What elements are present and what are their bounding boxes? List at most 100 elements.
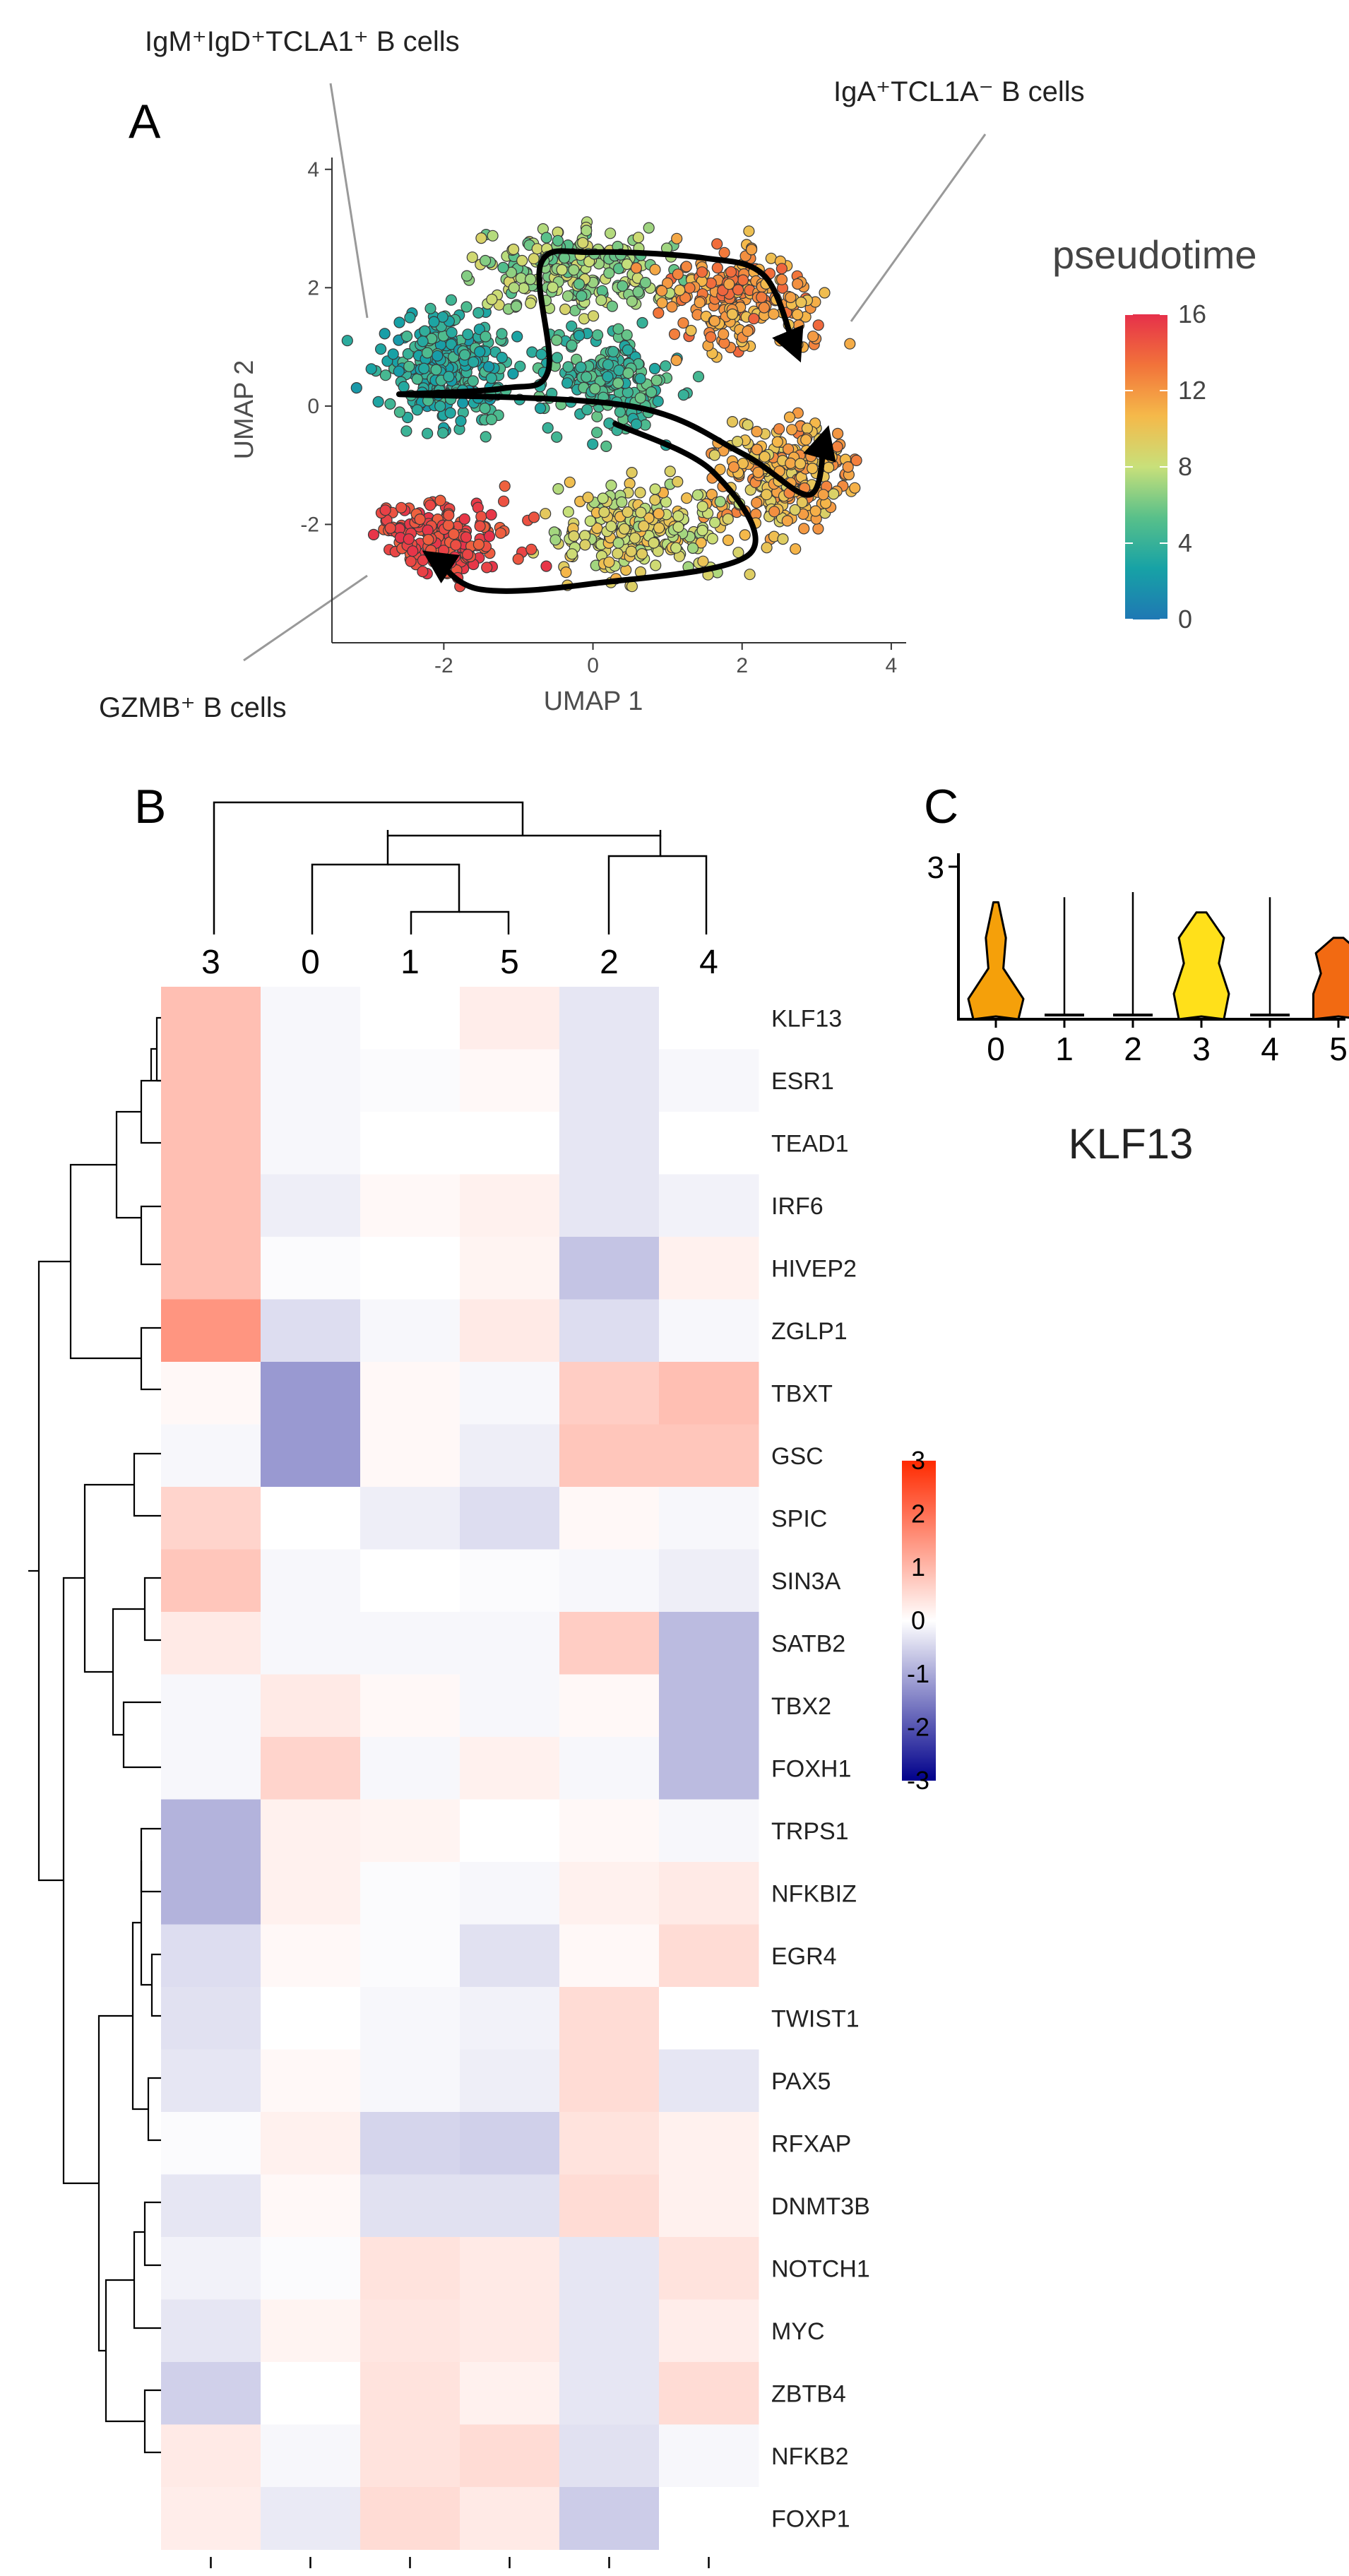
umap-cell-point — [591, 410, 603, 422]
umap-x-tick-label: 4 — [886, 654, 898, 677]
umap-cell-point — [600, 440, 612, 453]
umap-cell-point — [809, 505, 821, 517]
heatmap-cell — [659, 1612, 759, 1675]
umap-cell-point — [474, 520, 486, 533]
heatmap-cell — [261, 1174, 361, 1237]
umap-cell-point — [759, 451, 771, 463]
umap-cell-point — [636, 316, 648, 329]
heatmap-cell — [659, 1737, 759, 1800]
heatmap-cell — [360, 1674, 460, 1738]
heatmap-cell — [559, 2487, 660, 2550]
heatmap-cell — [161, 2112, 261, 2175]
heatmap-cell — [360, 2487, 460, 2550]
umap-cell-point — [379, 328, 391, 340]
umap-cell-point — [643, 222, 655, 234]
umap-cell-point — [434, 494, 446, 506]
umap-cell-point — [758, 302, 771, 314]
heatmap-cell — [659, 2424, 759, 2488]
heatmap-cell — [261, 2174, 361, 2238]
umap-cell-point — [437, 545, 450, 557]
umap-cell-point — [443, 509, 455, 521]
umap-cell-point — [773, 423, 785, 435]
heatmap-cell — [559, 1737, 660, 1800]
umap-cell-point — [768, 506, 780, 518]
heatmap-column-label: 5 — [500, 944, 519, 981]
umap-cell-point — [648, 362, 661, 375]
heatmap-cell — [261, 2112, 361, 2175]
umap-cell-point — [785, 457, 797, 470]
umap-cell-point — [590, 427, 603, 439]
umap-cell-point — [597, 492, 609, 504]
umap-cell-point — [485, 413, 498, 426]
umap-cell-point — [632, 286, 644, 298]
umap-cell-point — [460, 270, 473, 282]
heatmap-row-label: EGR4 — [771, 1943, 837, 1970]
heatmap-cell — [460, 1549, 560, 1613]
row-dendrogram — [28, 1016, 161, 2454]
heatmap-cell — [161, 2174, 261, 2238]
heatmap-column-label: 4 — [699, 944, 718, 981]
umap-cell-point — [479, 254, 492, 267]
violin-title: KLF13 — [1069, 1120, 1194, 1168]
umap-cell-point — [445, 338, 458, 350]
heatmap-cell — [360, 2174, 460, 2238]
umap-cell-point — [458, 513, 470, 525]
heatmap-cell — [161, 1799, 261, 1863]
heatmap-cell — [659, 2362, 759, 2425]
heatmap-colorbar-tick-label: 3 — [911, 1446, 925, 1475]
umap-cell-point — [775, 273, 788, 285]
heatmap-cell — [559, 1424, 660, 1488]
umap-cell-point — [448, 528, 460, 540]
heatmap-cell — [460, 2299, 560, 2363]
umap-cell-point — [781, 515, 793, 527]
umap-cell-point — [393, 316, 405, 328]
heatmap-row-label: ESR1 — [771, 1068, 834, 1095]
umap-cell-point — [649, 483, 661, 495]
pseudotime-tick-label: 16 — [1178, 299, 1206, 328]
heatmap-cell — [659, 1549, 759, 1613]
heatmap-cell — [559, 1674, 660, 1738]
umap-x-tick-label: 0 — [587, 654, 599, 677]
umap-cell-point — [552, 482, 564, 495]
heatmap-cell — [261, 1424, 361, 1488]
umap-cell-point — [831, 441, 843, 453]
heatmap-cell — [659, 1112, 759, 1175]
umap-cell-point — [367, 528, 380, 541]
annotation-igm-b-cells: IgM⁺IgD⁺TCLA1⁺ B cells — [145, 26, 460, 57]
panel-label-b: B — [134, 780, 166, 833]
umap-cell-point — [448, 551, 461, 563]
heatmap-colorbar-tick-label: 2 — [911, 1500, 925, 1529]
heatmap-cell — [360, 2299, 460, 2363]
heatmap-cell — [559, 2362, 660, 2425]
umap-cell-point — [649, 494, 661, 506]
umap-cell-point — [731, 435, 744, 448]
heatmap-row-label: TRPS1 — [771, 1818, 849, 1845]
heatmap-cell — [360, 1799, 460, 1863]
umap-cell-point — [639, 277, 652, 289]
heatmap-cell — [261, 2237, 361, 2300]
umap-cell-point — [826, 451, 838, 463]
umap-cell-point — [656, 297, 668, 309]
umap-cell-point — [842, 461, 854, 473]
heatmap-row-label: NOTCH1 — [771, 2255, 870, 2282]
umap-cell-point — [664, 465, 676, 477]
umap-trajectories — [396, 248, 836, 594]
umap-cell-point — [819, 287, 831, 299]
umap-cell-point — [725, 266, 737, 278]
umap-cell-point — [496, 352, 508, 364]
heatmap-cell — [161, 1549, 261, 1613]
umap-cell-point — [660, 360, 672, 372]
umap-cell-point — [727, 461, 740, 473]
umap-cell-point — [421, 347, 434, 359]
umap-cell-point — [518, 282, 530, 295]
umap-cell-point — [445, 294, 458, 306]
umap-cell-point — [403, 360, 415, 372]
umap-cell-point — [807, 462, 819, 475]
umap-cell-point — [528, 511, 540, 523]
umap-cell-point — [421, 427, 434, 439]
umap-cell-point — [751, 497, 763, 509]
umap-axes: -2 0 2 4 -2 0 2 4 — [300, 158, 906, 677]
umap-cell-point — [551, 431, 563, 443]
umap-cell-point — [634, 487, 646, 499]
heatmap-cell — [360, 2049, 460, 2113]
